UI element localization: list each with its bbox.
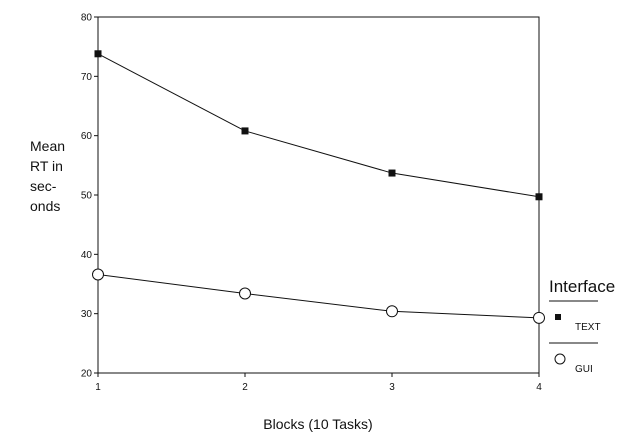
y-tick-label: 20 (81, 369, 93, 380)
y-tick-label: 50 (81, 191, 93, 202)
series-line-gui (97, 274, 540, 319)
legend-marker-gui (554, 353, 566, 365)
data-point-gui (239, 287, 251, 300)
data-point-gui (386, 305, 398, 318)
x-tick-label: 1 (95, 382, 101, 393)
legend: Interface TEXT GUI (549, 277, 615, 375)
data-point-gui (533, 311, 545, 324)
x-axis: 1 2 3 4 (95, 373, 542, 393)
legend-label-gui: GUI (575, 364, 593, 375)
y-tick-label: 80 (81, 13, 93, 24)
data-point-gui (92, 268, 104, 281)
y-axis: 20 30 40 50 60 70 80 (81, 13, 98, 380)
y-axis-title: Mean RT in sec- onds (30, 138, 65, 214)
data-point-text (535, 193, 543, 201)
x-axis-title: Blocks (10 Tasks) (263, 416, 372, 432)
y-tick-label: 70 (81, 72, 93, 83)
y-axis-title-line: Mean (30, 138, 65, 154)
x-tick-label: 3 (389, 382, 395, 393)
legend-marker-text (555, 314, 561, 320)
data-point-text (388, 169, 396, 177)
legend-title: Interface (549, 277, 615, 296)
y-tick-label: 60 (81, 131, 93, 142)
plot-area (97, 16, 540, 374)
y-tick-label: 40 (81, 250, 93, 261)
series-layer (92, 50, 545, 324)
data-point-text (241, 127, 249, 135)
legend-label-text: TEXT (575, 322, 601, 333)
x-tick-label: 4 (536, 382, 542, 393)
y-axis-title-line: RT in (30, 158, 63, 174)
x-tick-label: 2 (242, 382, 248, 393)
y-axis-title-line: onds (30, 198, 60, 214)
series-line-text (97, 53, 540, 198)
y-axis-title-line: sec- (30, 178, 57, 194)
y-tick-label: 30 (81, 309, 93, 320)
data-point-text (94, 50, 102, 58)
